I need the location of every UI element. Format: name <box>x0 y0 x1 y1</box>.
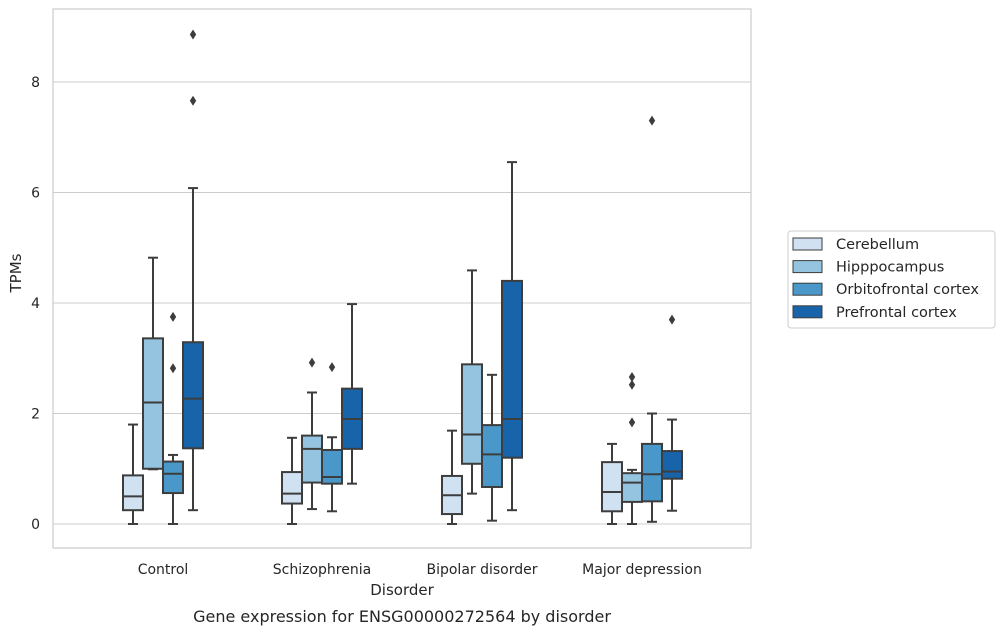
y-axis-ticks: 0 2 4 6 8 <box>31 75 40 533</box>
outlier-point <box>648 115 656 126</box>
x-tick-label: Major depression <box>582 562 702 578</box>
x-axis-label: Disorder <box>370 581 434 599</box>
box-iqr <box>122 474 144 512</box>
legend-label: Prefrontal cortex <box>836 305 957 321</box>
box-iqr <box>661 450 683 480</box>
box-1-2 <box>461 269 483 495</box>
box-0-0 <box>122 423 144 525</box>
chart-caption: Gene expression for ENSG00000272564 by d… <box>193 607 611 626</box>
box-3-0 <box>182 29 204 512</box>
x-axis-ticks: Control Schizophrenia Bipolar disorder Majo… <box>138 562 702 578</box>
outlier-point <box>328 362 336 373</box>
outlier-point <box>628 372 636 383</box>
box-0-2 <box>441 429 463 525</box>
box-iqr <box>621 472 643 503</box>
box-3-1 <box>341 303 363 485</box>
box-1-0 <box>142 256 164 471</box>
box-iqr <box>641 442 663 503</box>
outlier-point <box>169 363 177 374</box>
outlier-point <box>668 314 676 325</box>
y-tick-label: 8 <box>31 75 40 91</box>
box-iqr <box>301 434 323 484</box>
y-tick-label: 6 <box>31 186 40 202</box>
outlier-point <box>628 417 636 428</box>
box-iqr <box>142 337 164 470</box>
x-tick-label: Schizophrenia <box>273 562 371 578</box>
x-tick-label: Control <box>138 562 189 578</box>
legend-swatch <box>792 260 823 274</box>
legend-frame <box>787 230 996 329</box>
box-3-2 <box>501 161 523 512</box>
y-axis-label: TPMs <box>7 253 25 293</box>
y-tick-label: 4 <box>31 296 40 312</box>
box-iqr <box>461 363 483 465</box>
box-iqr <box>481 424 503 488</box>
legend-label: Hipppocampus <box>836 260 944 276</box>
box-iqr <box>162 460 184 495</box>
box-iqr <box>601 461 623 513</box>
box-series-group <box>122 29 683 525</box>
legend-swatch <box>792 237 823 251</box>
legend-swatch <box>792 305 823 319</box>
box-iqr <box>501 279 523 459</box>
box-iqr <box>321 448 343 485</box>
box-3-3 <box>661 314 683 512</box>
outlier-point <box>189 29 197 40</box>
box-0-1 <box>281 436 303 525</box>
box-2-0 <box>162 311 184 525</box>
y-tick-label: 2 <box>31 407 40 423</box>
outlier-point <box>308 357 316 368</box>
x-tick-label: Bipolar disorder <box>426 562 537 578</box>
box-iqr <box>281 471 303 505</box>
legend-label: Orbitofrontal cortex <box>836 282 979 298</box>
outlier-point <box>169 311 177 322</box>
y-tick-label: 0 <box>31 517 40 533</box>
legend-swatch <box>792 282 823 296</box>
legend: Cerebellum Hipppocampus Orbitofrontal cort… <box>787 230 996 329</box>
box-iqr <box>182 341 204 450</box>
box-2-1 <box>321 362 343 513</box>
box-1-3 <box>621 372 643 525</box>
outlier-point <box>189 95 197 106</box>
legend-label: Cerebellum <box>836 237 919 253</box>
outlier-point <box>628 379 636 390</box>
plot-area <box>52 8 752 549</box>
